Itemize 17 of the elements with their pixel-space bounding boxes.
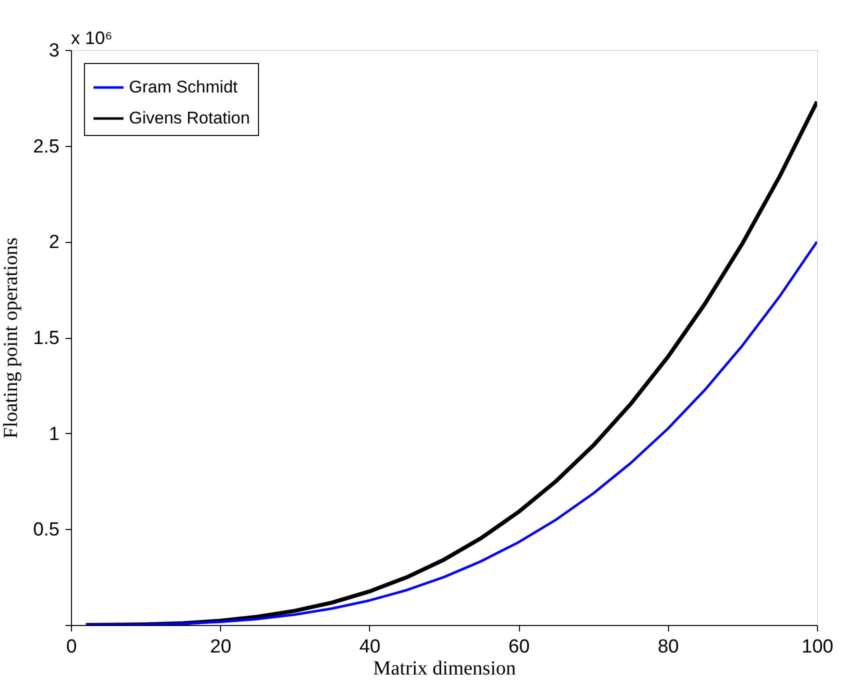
y-tick-label: 2 (48, 232, 60, 254)
x-tick-label: 20 (210, 636, 232, 658)
y-tick-label: 1.5 (33, 328, 60, 349)
legend-label: Givens Rotation (129, 108, 250, 128)
y-axis-title: Floating point operations (0, 237, 22, 439)
y-tick-label: 3 (48, 40, 60, 62)
x-tick-label: 60 (508, 636, 530, 658)
text: x 10⁶ (71, 28, 112, 48)
x-axis-title: Matrix dimension (373, 658, 516, 680)
x-tick-label: 100 (802, 636, 834, 658)
y-tick-label: 1 (48, 424, 60, 445)
legend-label: Gram Schmidt (129, 78, 238, 96)
y-tick-label: 0.5 (33, 520, 60, 541)
x-tick-label: 40 (359, 636, 380, 658)
y-tick-label: 2.5 (33, 136, 60, 158)
x-tick-label: 80 (658, 636, 679, 658)
x-tick-label: 0 (66, 636, 77, 658)
